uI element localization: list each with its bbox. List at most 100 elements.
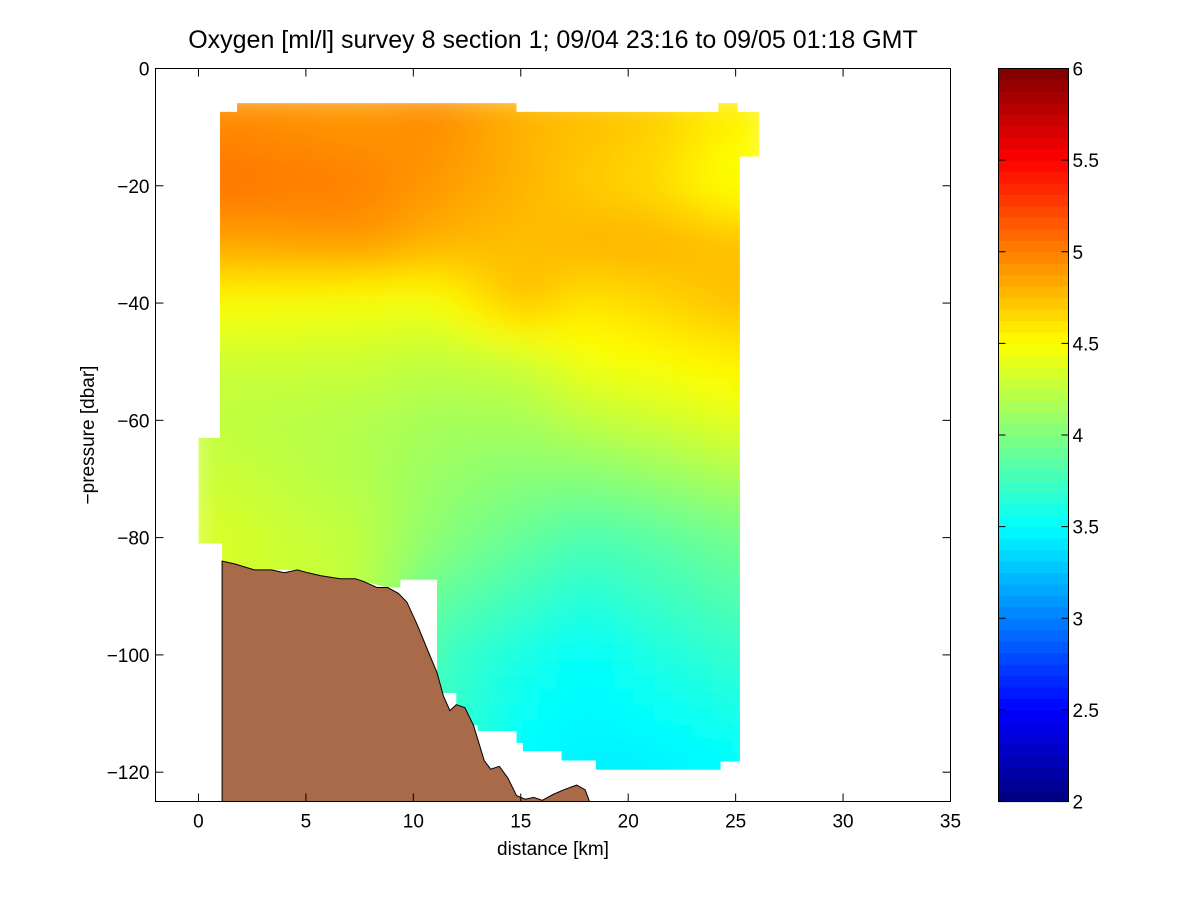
- oxygen-cell: [595, 640, 616, 658]
- oxygen-cell: [362, 495, 383, 513]
- oxygen-cell: [420, 124, 441, 142]
- colorbar-step: [998, 560, 1069, 574]
- oxygen-cell: [226, 511, 247, 529]
- oxygen-cell: [673, 479, 694, 497]
- colorbar-step: [998, 400, 1069, 413]
- oxygen-cell: [556, 269, 577, 287]
- oxygen-cell: [595, 462, 616, 480]
- oxygen-cell: [673, 333, 694, 351]
- oxygen-cell: [595, 124, 616, 142]
- oxygen-cell: [459, 672, 480, 690]
- oxygen-cell: [634, 398, 655, 416]
- oxygen-cell: [653, 382, 674, 400]
- oxygen-cell: [595, 188, 616, 206]
- oxygen-cell: [381, 237, 403, 255]
- oxygen-cell: [440, 656, 461, 674]
- oxygen-cell: [653, 656, 674, 674]
- oxygen-cell: [304, 172, 325, 190]
- oxygen-cell: [498, 543, 519, 561]
- oxygen-cell: [517, 221, 539, 239]
- oxygen-cell: [265, 156, 286, 174]
- oxygen-cell: [634, 414, 655, 432]
- oxygen-cell: [517, 398, 539, 416]
- oxygen-cell: [343, 285, 364, 303]
- oxygen-cell: [440, 172, 461, 190]
- oxygen-cell: [750, 462, 760, 480]
- oxygen-cell: [304, 204, 325, 222]
- oxygen-cell: [401, 253, 422, 271]
- oxygen-cell: [284, 204, 306, 222]
- oxygen-cell: [420, 382, 441, 400]
- oxygen-cell: [750, 103, 760, 110]
- oxygen-cell: [420, 253, 441, 271]
- colorbar-step: [998, 343, 1069, 356]
- oxygen-cell: [653, 253, 674, 271]
- oxygen-cell: [304, 495, 325, 513]
- oxygen-cell: [556, 656, 577, 674]
- oxygen-cell: [498, 333, 519, 351]
- oxygen-cell: [323, 156, 344, 174]
- oxygen-cell: [459, 656, 480, 674]
- oxygen-cell: [673, 382, 694, 400]
- oxygen-cell: [537, 720, 558, 738]
- oxygen-cell: [198, 317, 209, 335]
- oxygen-cell: [517, 672, 539, 690]
- oxygen-cell: [207, 495, 228, 513]
- oxygen-cell: [362, 382, 383, 400]
- oxygen-cell: [537, 575, 558, 593]
- oxygen-cell: [381, 221, 403, 239]
- oxygen-cell: [575, 333, 597, 351]
- oxygen-cell: [731, 317, 752, 335]
- oxygen-cell: [711, 301, 733, 319]
- oxygen-cell: [478, 103, 500, 110]
- oxygen-cell: [673, 511, 694, 529]
- oxygen-cell: [420, 188, 441, 206]
- oxygen-cell: [343, 511, 364, 529]
- oxygen-cell: [750, 140, 760, 158]
- oxygen-cell: [362, 237, 383, 255]
- oxygen-cell: [284, 333, 306, 351]
- oxygen-cell: [459, 446, 480, 464]
- oxygen-cell: [731, 737, 752, 755]
- oxygen-cell: [198, 269, 209, 287]
- oxygen-cell: [459, 108, 480, 126]
- oxygen-cell: [323, 446, 344, 464]
- oxygen-cell: [198, 543, 209, 561]
- oxygen-cell: [634, 462, 655, 480]
- oxygen-cell: [634, 640, 655, 658]
- oxygen-cell: [246, 188, 267, 206]
- oxygen-cell: [381, 398, 403, 416]
- colorbar-step: [998, 171, 1069, 184]
- oxygen-cell: [575, 103, 597, 110]
- oxygen-cell: [750, 591, 760, 609]
- oxygen-cell: [478, 140, 500, 158]
- oxygen-cell: [634, 204, 655, 222]
- oxygen-cell: [207, 317, 228, 335]
- oxygen-cell: [517, 237, 539, 255]
- oxygen-cell: [537, 688, 558, 706]
- oxygen-cell: [498, 269, 519, 287]
- oxygen-cell: [614, 462, 636, 480]
- oxygen-cell: [731, 575, 752, 593]
- oxygen-cell: [246, 446, 267, 464]
- colorbar-step: [998, 778, 1069, 791]
- oxygen-cell: [198, 204, 209, 222]
- oxygen-cell: [265, 382, 286, 400]
- oxygen-cell: [595, 495, 616, 513]
- oxygen-cell: [478, 672, 500, 690]
- oxygen-cell: [420, 350, 441, 368]
- oxygen-cell: [459, 559, 480, 577]
- oxygen-cell: [343, 253, 364, 271]
- oxygen-cell: [614, 333, 636, 351]
- oxygen-cell: [673, 140, 694, 158]
- oxygen-cell: [498, 253, 519, 271]
- oxygen-cell: [478, 430, 500, 448]
- oxygen-cell: [265, 103, 286, 110]
- oxygen-cell: [401, 559, 422, 577]
- oxygen-cell: [323, 317, 344, 335]
- oxygen-cell: [614, 720, 636, 738]
- oxygen-cell: [556, 769, 577, 770]
- oxygen-cell: [284, 221, 306, 239]
- oxygen-cell: [207, 124, 228, 142]
- oxygen-cell: [420, 430, 441, 448]
